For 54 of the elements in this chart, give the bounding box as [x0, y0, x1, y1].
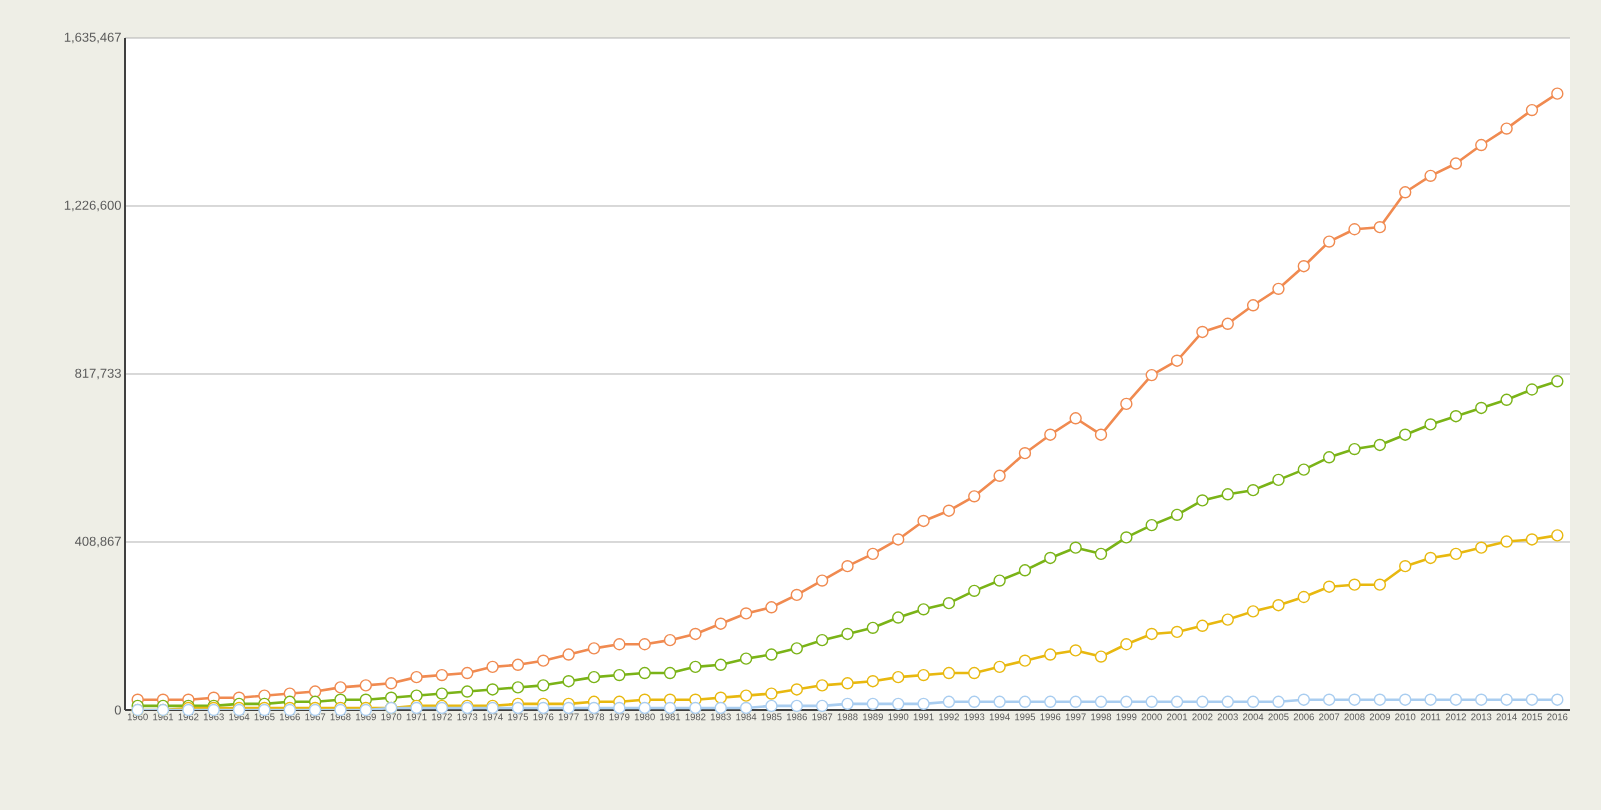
x-tick-label: 1990 — [888, 713, 909, 721]
x-tick-label: 2001 — [1167, 713, 1188, 721]
x-tick-label: 1987 — [812, 713, 833, 721]
y-tick-label: 817,733 — [75, 368, 121, 380]
x-tick-label: 1998 — [1091, 713, 1112, 721]
y-tick-label: 1,635,467 — [64, 32, 121, 44]
x-tick-label: 2008 — [1344, 713, 1365, 721]
x-tick-label: 1970 — [381, 713, 402, 721]
x-tick-label: 2009 — [1369, 713, 1390, 721]
x-tick-label: 1975 — [508, 713, 529, 721]
x-tick-label: 2015 — [1521, 713, 1543, 721]
x-tick-label: 2012 — [1445, 713, 1466, 721]
x-tick-label: 1984 — [736, 713, 757, 721]
x-tick-label: 1971 — [406, 713, 427, 721]
x-tick-label: 1981 — [660, 713, 681, 721]
x-tick-label: 2014 — [1496, 713, 1517, 721]
x-tick-label: 1991 — [913, 713, 934, 721]
x-tick-label: 2004 — [1243, 713, 1264, 721]
x-tick-label: 1979 — [609, 713, 630, 721]
x-tick-label: 1977 — [558, 713, 579, 721]
x-tick-label: 2003 — [1217, 713, 1238, 721]
y-tick-label: 1,226,600 — [64, 200, 121, 212]
x-tick-label: 1983 — [710, 713, 731, 721]
x-tick-label: 1974 — [482, 713, 503, 721]
x-tick-label: 2000 — [1141, 713, 1162, 721]
x-tick-label: 2006 — [1293, 713, 1314, 721]
x-tick-label: 1999 — [1116, 713, 1137, 721]
x-tick-label: 1993 — [964, 713, 985, 721]
x-tick-label: 1973 — [457, 713, 478, 721]
x-tick-label: 1972 — [432, 713, 452, 721]
x-tick-label: 1994 — [989, 713, 1010, 721]
x-tick-label: 1978 — [584, 713, 605, 721]
y-tick-label: 408,867 — [74, 536, 121, 548]
y-tick-label: 0 — [114, 705, 121, 715]
x-tick-label: 2011 — [1420, 713, 1441, 721]
x-tick-label: 1980 — [634, 713, 655, 721]
x-tick-label: 1985 — [761, 713, 782, 721]
x-tick-label: 1996 — [1040, 713, 1061, 721]
x-tick-label: 1964 — [229, 713, 250, 721]
x-tick-label: 1995 — [1015, 713, 1036, 721]
x-tick-label: 2016 — [1547, 713, 1568, 721]
x-tick-label: 1976 — [533, 713, 554, 721]
x-tick-label: 1982 — [685, 713, 706, 721]
x-tick-label: 2007 — [1319, 713, 1340, 721]
x-tick-label: 2010 — [1395, 713, 1416, 721]
x-tick-label: 2005 — [1268, 713, 1289, 721]
x-tick-label: 1965 — [254, 713, 275, 721]
x-tick-label: 1989 — [863, 713, 883, 721]
x-tick-label: 1992 — [939, 713, 959, 721]
x-tick-label: 1997 — [1065, 713, 1086, 721]
x-tick-label: 1986 — [786, 713, 807, 721]
x-tick-label: 2002 — [1192, 713, 1213, 721]
x-tick-label: 2013 — [1471, 713, 1492, 721]
x-tick-label: 1988 — [837, 713, 858, 721]
